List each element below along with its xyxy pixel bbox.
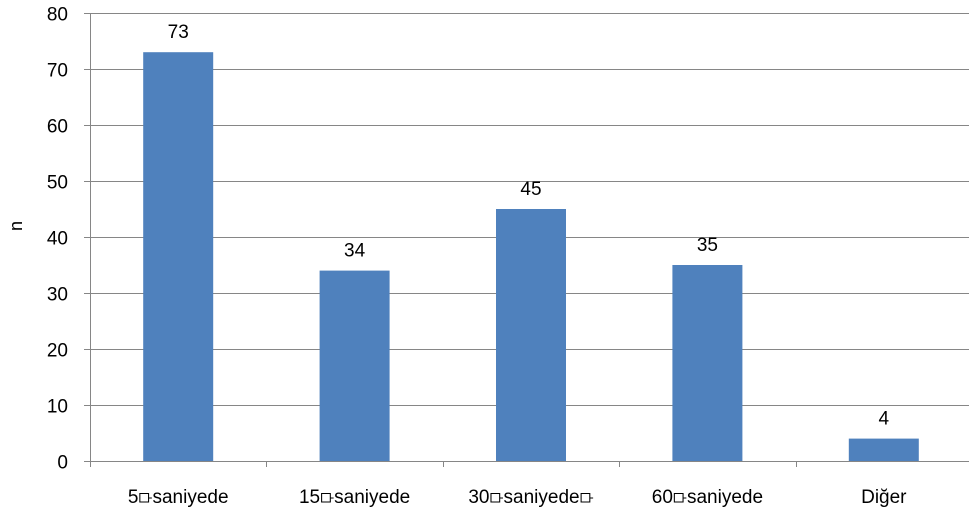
y-tick-label: 40 bbox=[47, 229, 68, 250]
y-tick-label: 0 bbox=[57, 453, 68, 474]
data-label: 34 bbox=[344, 241, 366, 262]
bar bbox=[672, 265, 743, 461]
y-tick-label: 80 bbox=[47, 5, 68, 26]
y-tick-label: 20 bbox=[47, 341, 68, 362]
data-label: 73 bbox=[168, 22, 189, 43]
y-tick-label: 50 bbox=[47, 173, 68, 194]
data-labels: 73 34 45 35 4 bbox=[168, 22, 890, 429]
y-tick-label: 60 bbox=[47, 117, 68, 138]
x-tick-label: Diğer bbox=[861, 487, 907, 508]
axes bbox=[84, 13, 969, 467]
x-tick-labels: 5⟥saniyede 15⟥saniyede 30⟥saniyede⟥ 60⟥sani… bbox=[128, 487, 907, 508]
x-tick-label: 5⟥saniyede bbox=[128, 487, 229, 508]
data-label: 4 bbox=[879, 409, 890, 430]
y-tick-label: 10 bbox=[47, 397, 68, 418]
y-tick-labels: 0 10 20 30 40 50 60 70 80 bbox=[47, 5, 68, 474]
data-label: 35 bbox=[697, 235, 718, 256]
bars bbox=[143, 52, 919, 461]
x-tick-label: 60⟥saniyede bbox=[652, 487, 763, 508]
x-tick-label: 15⟥saniyede bbox=[299, 487, 410, 508]
y-tick-label: 70 bbox=[47, 61, 68, 82]
bar bbox=[319, 270, 390, 461]
y-tick-label: 30 bbox=[47, 285, 68, 306]
data-label: 45 bbox=[520, 179, 541, 200]
bar bbox=[496, 209, 566, 461]
x-tick-label: 30⟥saniyede⟥ bbox=[468, 487, 593, 508]
bar bbox=[848, 438, 919, 461]
bar bbox=[143, 52, 214, 461]
y-axis-title: n bbox=[6, 221, 26, 231]
